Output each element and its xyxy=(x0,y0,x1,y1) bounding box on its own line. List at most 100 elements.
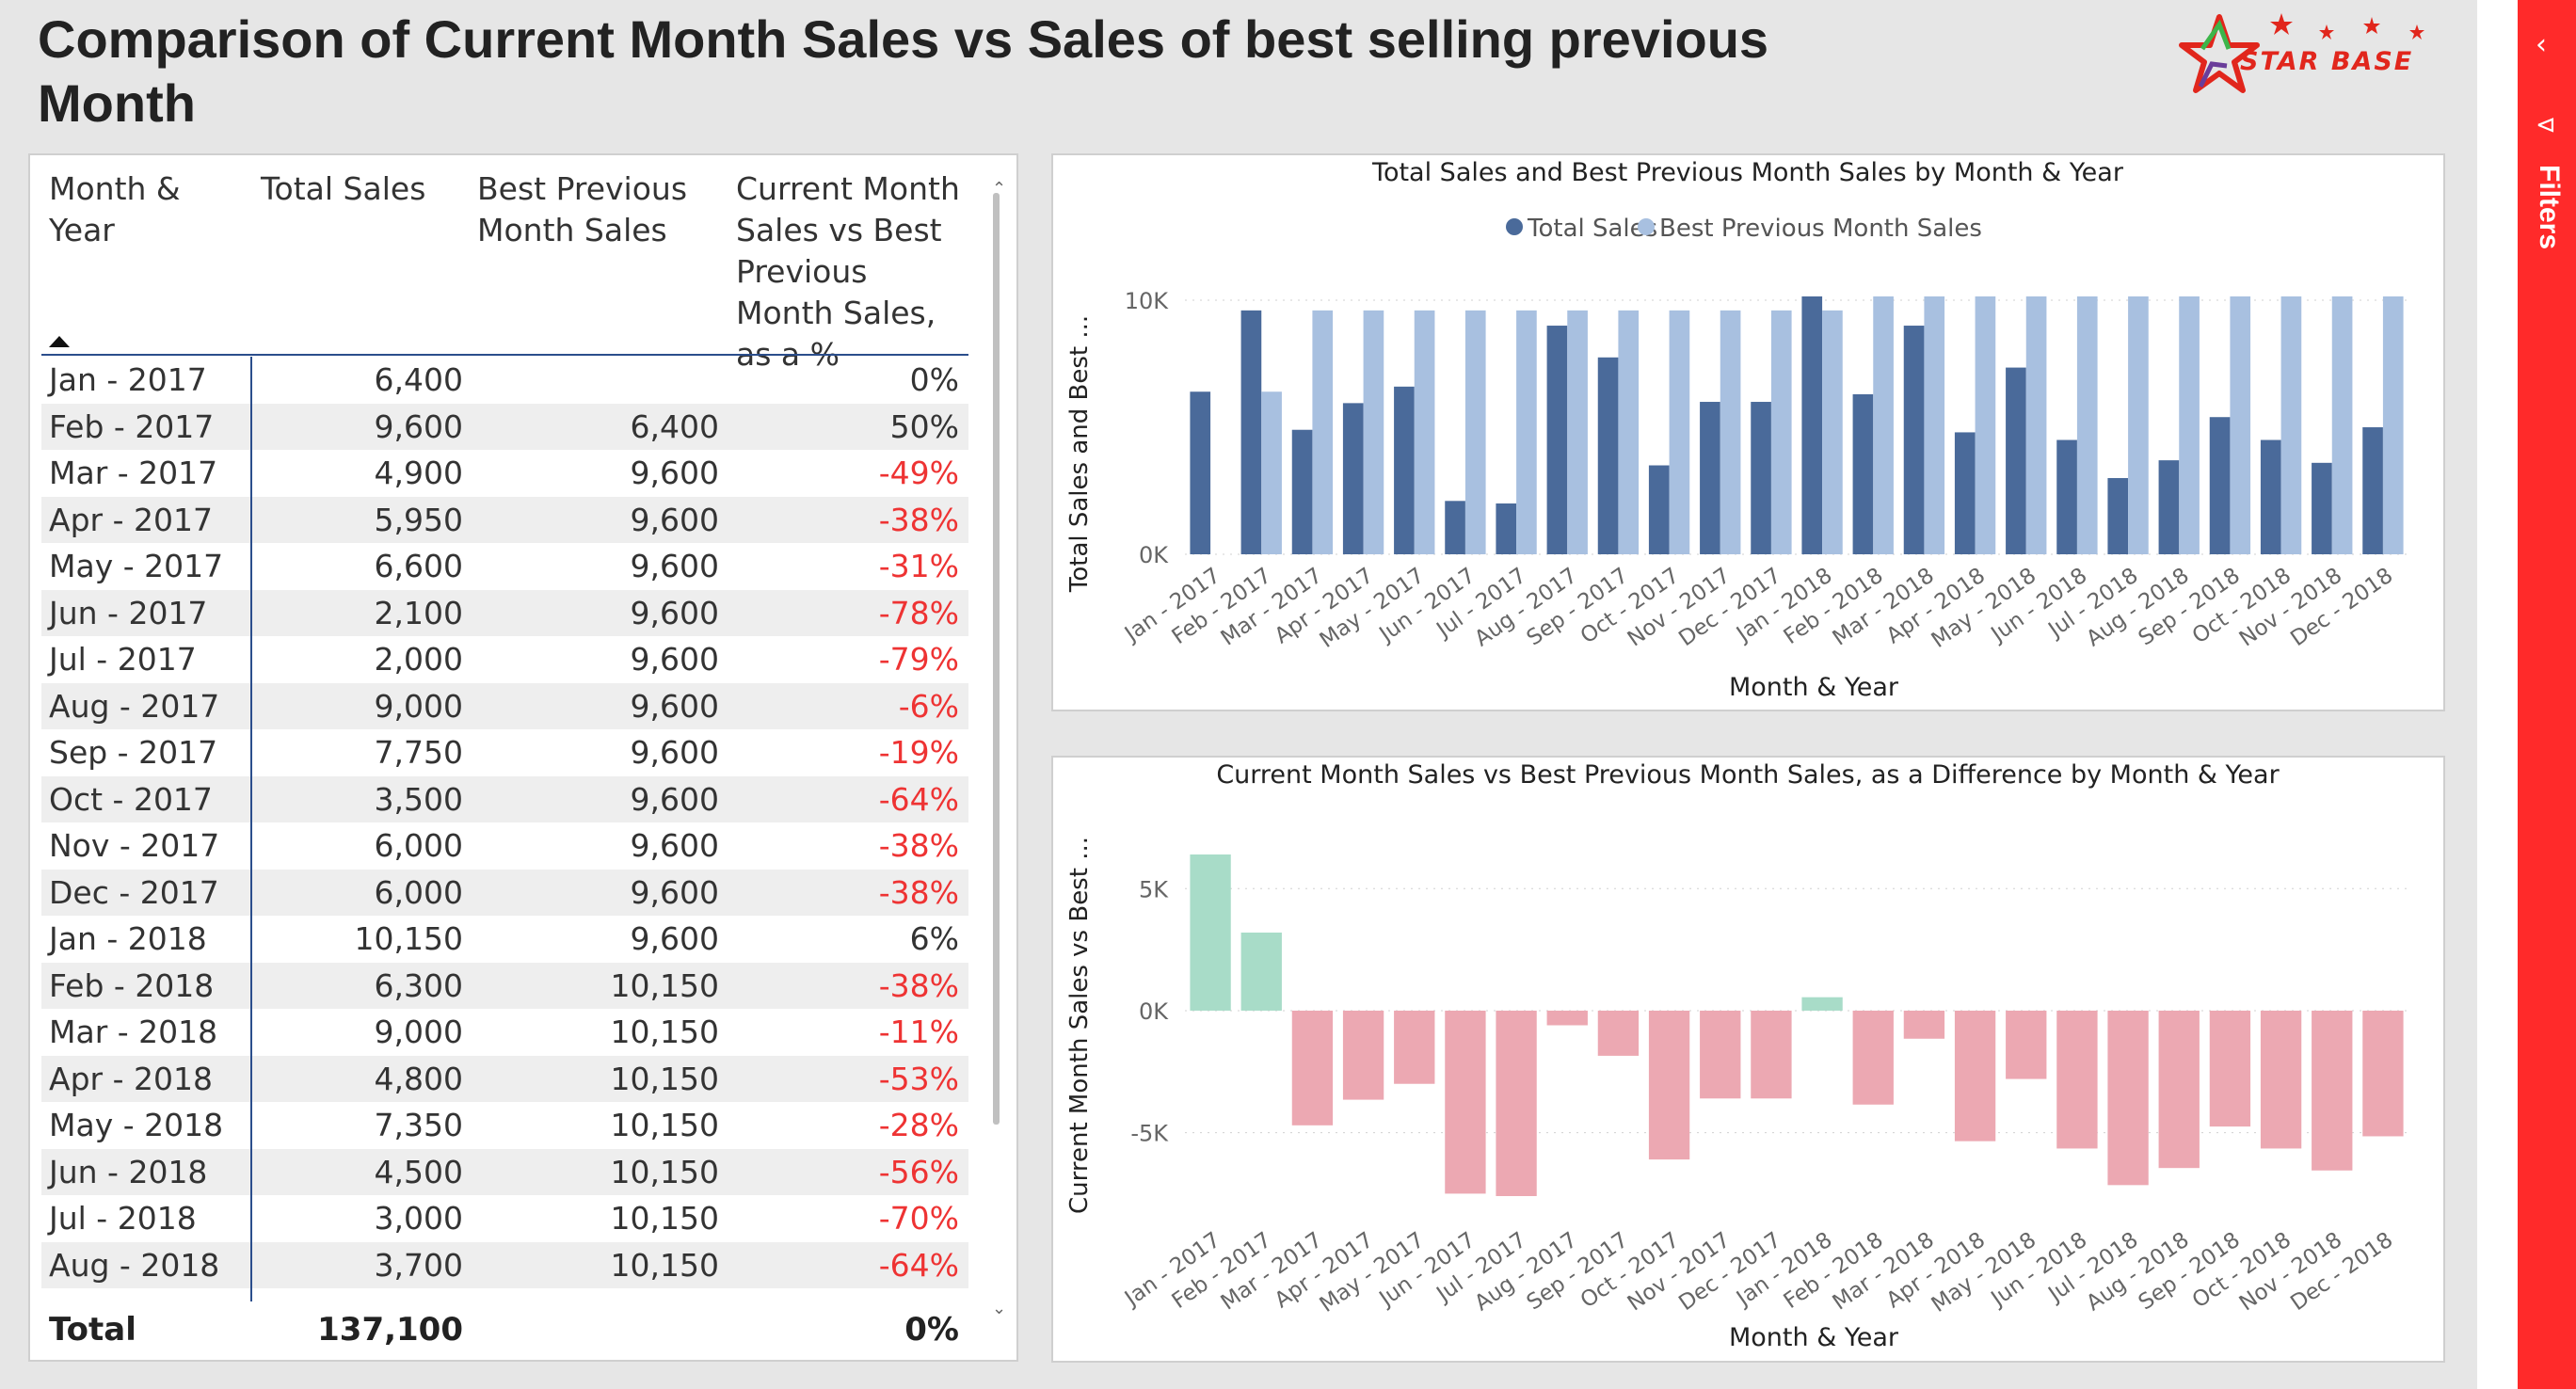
report-canvas: Comparison of Current Month Sales vs Sal… xyxy=(28,9,2445,1363)
cell-best-previous: 9,600 xyxy=(630,827,719,864)
cell-pct: -28% xyxy=(878,1107,959,1143)
legend-marker-1 xyxy=(1638,218,1655,235)
cell-month-year: Jul - 2017 xyxy=(49,641,197,678)
table-row[interactable]: Jun - 2017 2,100 9,600 -78% xyxy=(41,589,968,636)
table-row[interactable]: Feb - 2018 6,300 10,150 -38% xyxy=(41,962,968,1009)
chart2-bar xyxy=(2056,1010,2098,1149)
chart1-bar-best-previous xyxy=(2179,296,2200,554)
chart2-bar xyxy=(2312,1010,2353,1171)
table-row[interactable]: Dec - 2017 6,000 9,600 -38% xyxy=(41,869,968,916)
header-divider xyxy=(41,354,968,356)
table-row[interactable]: Nov - 2017 6,000 9,600 -38% xyxy=(41,822,968,870)
chart2-bar xyxy=(2107,1010,2149,1186)
table-row[interactable]: May - 2018 7,350 10,150 -28% xyxy=(41,1102,968,1149)
cell-pct: -38% xyxy=(878,827,959,864)
chart1-bar-total-sales xyxy=(2107,478,2129,554)
chart1-bar-total-sales xyxy=(1546,326,1568,554)
chart2-bar xyxy=(1394,1010,1435,1084)
chart1-bar-best-previous xyxy=(1924,296,1945,554)
table-row[interactable]: Jul - 2018 3,000 10,150 -70% xyxy=(41,1195,968,1242)
chart1-bar-best-previous xyxy=(1363,310,1384,554)
chart2-bar xyxy=(1903,1010,1945,1039)
cell-month-year: Feb - 2017 xyxy=(49,407,215,445)
filters-pane[interactable] xyxy=(2518,0,2576,1389)
cell-best-previous: 9,600 xyxy=(630,594,719,631)
cell-pct: -53% xyxy=(878,1060,959,1097)
chart1-ytick-label: 0K xyxy=(1139,542,1169,568)
chart1-bar-total-sales xyxy=(2006,367,2026,554)
cell-month-year: Nov - 2017 xyxy=(49,827,220,864)
table-row[interactable]: Feb - 2017 9,600 6,400 50% xyxy=(41,403,968,450)
cell-month-year: May - 2017 xyxy=(49,548,224,584)
table-row[interactable]: May - 2017 6,600 9,600 -31% xyxy=(41,543,968,590)
chart1-bar-total-sales xyxy=(1445,501,1465,554)
star-base-logo xyxy=(2179,13,2424,93)
difference-column-chart[interactable]: Current Month Sales vs Best Previous Mon… xyxy=(1051,756,2445,1363)
legend-label-1: Best Previous Month Sales xyxy=(1659,215,1982,243)
chart1-bar-total-sales xyxy=(1852,393,1874,554)
chart2-bar xyxy=(2006,1010,2047,1079)
total-sales-value: 137,100 xyxy=(317,1311,463,1349)
cell-month-year: Mar - 2018 xyxy=(49,1014,218,1050)
chart1-bar-best-previous xyxy=(1873,296,1894,554)
cell-total-sales: 2,000 xyxy=(374,641,463,678)
chart1-bar-best-previous xyxy=(2076,296,2098,554)
column-header-month-year[interactable]: Month & Year xyxy=(49,170,181,248)
cell-best-previous: 9,600 xyxy=(630,780,719,818)
table-scrollbar-thumb[interactable] xyxy=(993,193,1000,1125)
cell-best-previous: 9,600 xyxy=(630,687,719,725)
chart1-bar-total-sales xyxy=(1700,402,1720,554)
cell-pct: -70% xyxy=(878,1200,959,1237)
chart2-bar xyxy=(1852,1010,1894,1105)
chart1-ytick-label: 10K xyxy=(1125,288,1170,314)
collapse-chevron-icon[interactable]: ‹ xyxy=(2536,28,2547,61)
cell-best-previous: 10,150 xyxy=(610,1107,719,1143)
cell-month-year: Jun - 2018 xyxy=(49,1153,208,1190)
clustered-column-chart[interactable]: Total Sales and Best Previous Month Sale… xyxy=(1051,153,2445,711)
chart2-title: Current Month Sales vs Best Previous Mon… xyxy=(1216,760,2280,790)
table-row[interactable]: Aug - 2017 9,000 9,600 -6% xyxy=(41,682,968,729)
table-row[interactable]: Apr - 2017 5,950 9,600 -38% xyxy=(41,496,968,543)
table-row[interactable]: Jun - 2018 4,500 10,150 -56% xyxy=(41,1148,968,1195)
chart2-bar xyxy=(2209,1010,2251,1127)
cell-month-year: Feb - 2018 xyxy=(49,966,215,1004)
table-row[interactable]: Aug - 2018 3,700 10,150 -64% xyxy=(41,1241,968,1288)
legend-marker-0 xyxy=(1506,218,1523,235)
chart2-x-axis-label: Month & Year xyxy=(1729,1323,1899,1352)
table-row[interactable]: Mar - 2017 4,900 9,600 -49% xyxy=(41,450,968,497)
cell-total-sales: 3,000 xyxy=(374,1200,463,1237)
logo-small-star-1 xyxy=(2270,13,2293,35)
column-divider xyxy=(250,357,252,1360)
sales-table[interactable]: Month & Year Total Sales Best Previous M… xyxy=(28,153,1018,1362)
table-row[interactable]: Sep - 2017 7,750 9,600 -19% xyxy=(41,729,968,776)
scroll-up-icon[interactable]: ⌃ xyxy=(992,179,1007,199)
logo-star-outline xyxy=(2179,14,2260,93)
table-row[interactable]: Jan - 2017 6,400 0% xyxy=(41,357,968,404)
column-header-total-sales[interactable]: Total Sales xyxy=(261,170,426,207)
sort-ascending-icon[interactable] xyxy=(49,336,70,347)
table-row[interactable]: Sep - 2018 5,400 10,150 -47% xyxy=(41,1288,968,1298)
cell-month-year: Apr - 2017 xyxy=(49,501,213,538)
cell-pct: -47% xyxy=(879,1288,959,1298)
cell-total-sales: 4,500 xyxy=(374,1153,463,1190)
filters-label[interactable]: Filters xyxy=(2534,165,2565,250)
column-header-pct[interactable]: Current Month Sales vs Best Previous Mon… xyxy=(736,170,960,373)
table-row[interactable]: Apr - 2018 4,800 10,150 -53% xyxy=(41,1055,968,1102)
column-header-best-previous[interactable]: Best Previous Month Sales xyxy=(477,170,688,248)
table-row[interactable]: Jul - 2017 2,000 9,600 -79% xyxy=(41,636,968,683)
chart1-bar-total-sales xyxy=(2158,460,2180,554)
table-row[interactable]: Oct - 2017 3,500 9,600 -64% xyxy=(41,775,968,822)
table-row[interactable]: Mar - 2018 9,000 10,150 -11% xyxy=(41,1009,968,1056)
scroll-down-icon[interactable]: ⌄ xyxy=(992,1299,1007,1318)
table-row[interactable]: Jan - 2018 10,150 9,600 6% xyxy=(41,916,968,963)
cell-total-sales: 7,750 xyxy=(374,734,463,771)
cell-pct: -78% xyxy=(878,594,959,631)
cell-best-previous: 10,150 xyxy=(610,1060,719,1097)
chart2-bar xyxy=(1190,854,1231,1011)
table-total-row: Total 137,100 0% xyxy=(41,1301,968,1360)
cell-total-sales: 7,350 xyxy=(374,1107,463,1143)
cell-pct: -56% xyxy=(878,1153,959,1190)
cell-month-year: Sep - 2018 xyxy=(49,1288,217,1298)
logo-star-swoosh-purple xyxy=(2198,61,2228,88)
filter-funnel-icon[interactable]: ⊲ xyxy=(2536,111,2556,139)
